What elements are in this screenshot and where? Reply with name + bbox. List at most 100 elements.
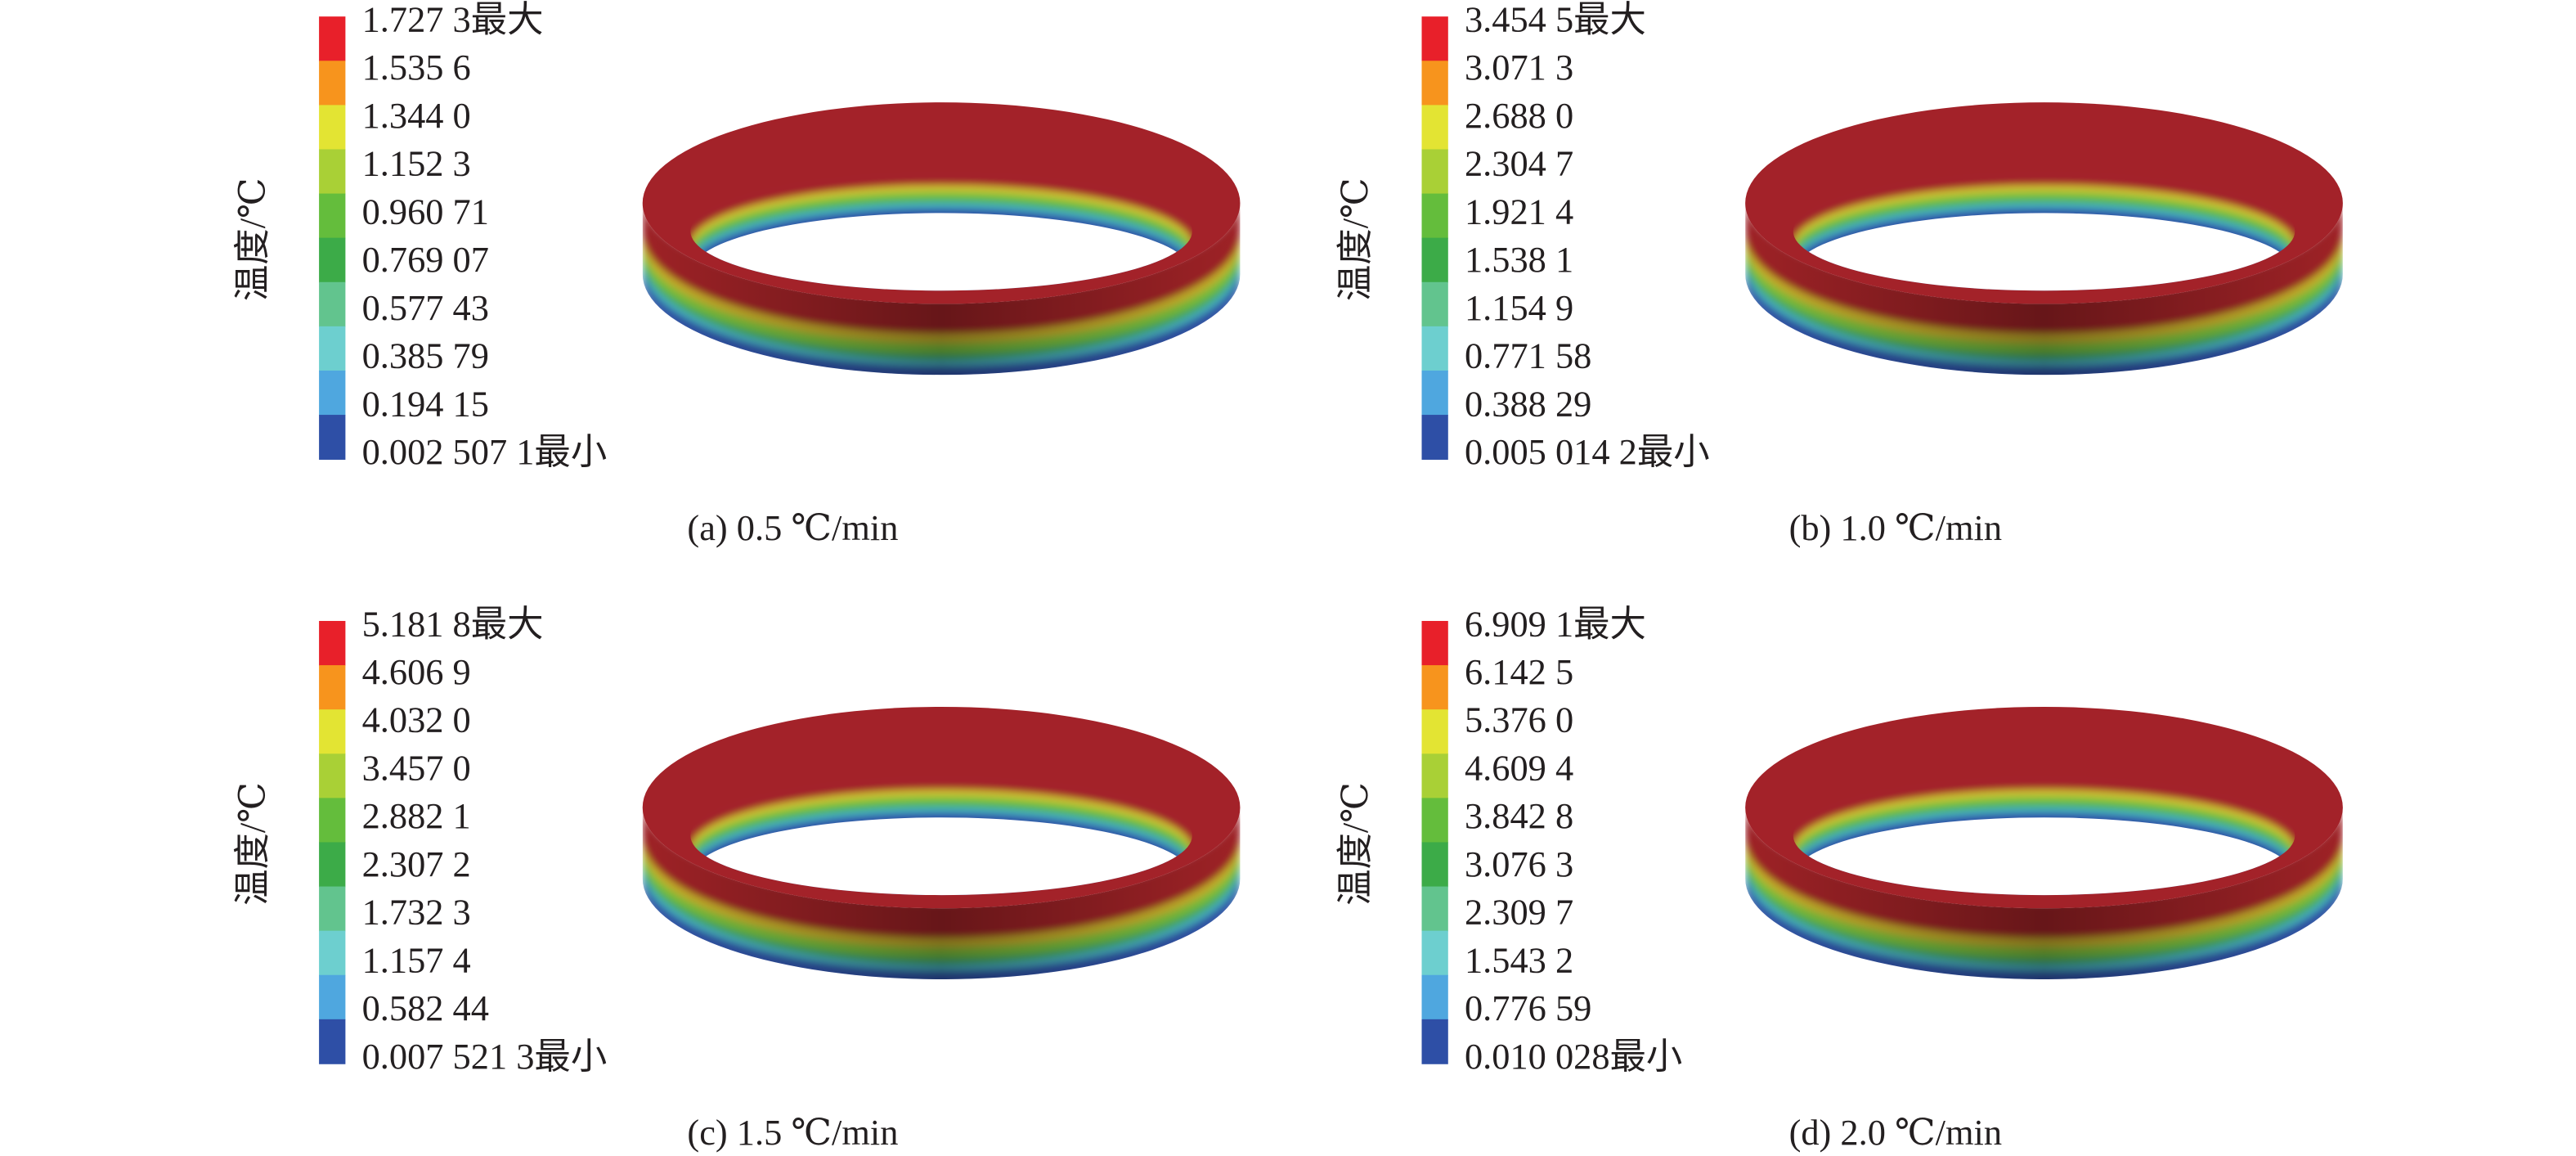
legend-label: 1.152 3	[362, 143, 471, 184]
colorbar-block	[1421, 753, 1448, 799]
colorbar-block	[1421, 1019, 1448, 1064]
legend-title: 温度/℃	[1335, 178, 1376, 301]
legend-label: 6.142 5	[1465, 651, 1573, 692]
colorbar-block	[1421, 974, 1448, 1020]
legend-label: 3.454 5最大	[1465, 0, 1646, 39]
colorbar-block	[319, 886, 346, 932]
legend-label: 0.960 71	[362, 191, 489, 232]
legend-label: 6.909 1最大	[1465, 603, 1646, 644]
legend-label: 0.769 07	[362, 239, 489, 280]
colorbar-block	[319, 16, 346, 62]
legend-label: 1.543 2	[1465, 939, 1573, 980]
colorbar-block	[1421, 237, 1448, 283]
colorbar-block	[319, 798, 346, 843]
legend-label: 2.688 0	[1465, 95, 1573, 136]
legend-label: 0.005 014 2最小	[1465, 431, 1710, 472]
legend-label: 4.032 0	[362, 699, 471, 740]
colorbar	[1421, 620, 1448, 1064]
colorbar-block	[319, 237, 346, 283]
caption: (d) 2.0 ℃/min	[1789, 1112, 2003, 1153]
colorbar-block	[319, 709, 346, 755]
legend-label: 1.157 4	[362, 939, 471, 980]
legend-label: 0.194 15	[362, 383, 489, 424]
panel: 5.181 8最大 4.606 9 4.032 0 3.457 0 2.882 1 2.3…	[232, 603, 1241, 1153]
colorbar-block	[1421, 415, 1448, 460]
legend-label: 3.071 3	[1465, 47, 1573, 88]
caption: (a) 0.5 ℃/min	[687, 507, 898, 548]
legend-label: 0.582 44	[362, 987, 489, 1028]
colorbar-block	[1421, 149, 1448, 195]
colorbar-block	[1421, 842, 1448, 888]
colorbar-block	[319, 61, 346, 106]
colorbar-block	[319, 105, 346, 151]
colorbar-block	[1421, 930, 1448, 976]
colorbar-block	[1421, 281, 1448, 327]
legend-label: 0.771 58	[1465, 335, 1591, 376]
ring-render	[1745, 102, 2343, 376]
panel: 6.909 1最大 6.142 5 5.376 0 4.609 4 3.842 8 3.0…	[1335, 603, 2343, 1153]
legend-label: 1.154 9	[1465, 287, 1573, 328]
panel: 1.727 3最大 1.535 6 1.344 0 1.152 3 0.960 71 0.…	[232, 0, 1241, 548]
colorbar	[319, 16, 346, 460]
ring-render	[1745, 706, 2343, 980]
legend-label: 2.309 7	[1465, 892, 1573, 933]
ring-render	[642, 706, 1241, 980]
legend-label: 0.385 79	[362, 335, 489, 376]
colorbar-block	[319, 620, 346, 666]
colorbar-block	[319, 415, 346, 460]
colorbar-block	[319, 326, 346, 371]
colorbar-block	[1421, 620, 1448, 666]
colorbar	[319, 620, 346, 1064]
colorbar-block	[1421, 326, 1448, 371]
colorbar-block	[319, 370, 346, 416]
colorbar-block	[1421, 665, 1448, 710]
legend-label: 1.538 1	[1465, 239, 1573, 280]
legend-label: 3.076 3	[1465, 843, 1573, 884]
colorbar-block	[1421, 886, 1448, 932]
legend-label: 2.882 1	[362, 795, 471, 836]
legend-label: 3.457 0	[362, 747, 471, 788]
colorbar-block	[1421, 61, 1448, 106]
legend-label: 0.577 43	[362, 287, 489, 328]
legend-label: 1.535 6	[362, 47, 471, 88]
legend-label: 0.010 028最小	[1465, 1036, 1682, 1077]
colorbar-block	[1421, 798, 1448, 843]
panel: 3.454 5最大 3.071 3 2.688 0 2.304 7 1.921 4 1.5…	[1335, 0, 2343, 548]
caption: (c) 1.5 ℃/min	[687, 1112, 898, 1153]
colorbar-block	[1421, 709, 1448, 755]
colorbar	[1421, 16, 1448, 460]
legend-label: 2.304 7	[1465, 143, 1573, 184]
legend-label: 1.732 3	[362, 892, 471, 933]
legend-label: 1.921 4	[1465, 191, 1573, 232]
caption: (b) 1.0 ℃/min	[1789, 507, 2003, 548]
legend-label: 0.002 507 1最小	[362, 431, 608, 472]
colorbar-block	[319, 193, 346, 239]
legend-title: 温度/℃	[232, 178, 273, 301]
legend-label: 2.307 2	[362, 843, 471, 884]
colorbar-block	[1421, 193, 1448, 239]
colorbar-block	[319, 753, 346, 799]
colorbar-block	[319, 842, 346, 888]
legend-title: 温度/℃	[232, 782, 273, 906]
colorbar-block	[319, 149, 346, 195]
colorbar-block	[1421, 105, 1448, 151]
legend-label: 4.606 9	[362, 651, 471, 692]
legend-label: 0.388 29	[1465, 383, 1591, 424]
legend-label: 4.609 4	[1465, 747, 1573, 788]
legend-label: 0.776 59	[1465, 987, 1591, 1028]
legend-label: 5.376 0	[1465, 699, 1573, 740]
colorbar-block	[319, 1019, 346, 1064]
colorbar-block	[319, 665, 346, 710]
legend-label: 3.842 8	[1465, 795, 1573, 836]
colorbar-block	[1421, 370, 1448, 416]
legend-label: 1.727 3最大	[362, 0, 544, 39]
colorbar-block	[319, 974, 346, 1020]
ring-render	[642, 102, 1241, 376]
legend-label: 1.344 0	[362, 95, 471, 136]
legend-title: 温度/℃	[1335, 782, 1376, 906]
legend-label: 5.181 8最大	[362, 603, 544, 644]
colorbar-block	[319, 930, 346, 976]
legend-label: 0.007 521 3最小	[362, 1036, 608, 1077]
colorbar-block	[1421, 16, 1448, 62]
